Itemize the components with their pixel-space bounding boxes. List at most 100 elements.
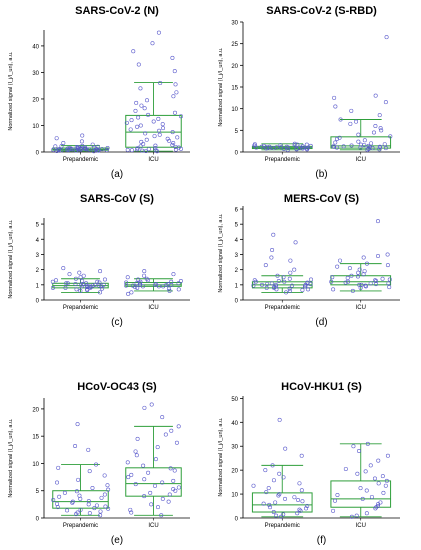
data-point (157, 128, 162, 133)
y-tick-label: 0 (235, 299, 239, 305)
data-point (151, 119, 156, 124)
data-point (383, 100, 388, 105)
data-point (130, 283, 135, 288)
data-point (138, 123, 143, 128)
data-point (277, 417, 282, 422)
data-point (297, 507, 302, 512)
data-point (153, 483, 158, 488)
data-point (357, 282, 362, 287)
data-point (56, 465, 61, 470)
data-point (306, 287, 311, 292)
data-point (160, 415, 165, 420)
data-point (374, 279, 379, 284)
data-point (300, 288, 305, 293)
data-point (178, 279, 183, 284)
data-point (164, 282, 169, 287)
data-point (146, 470, 151, 475)
data-point (155, 445, 160, 450)
data-point (349, 273, 354, 278)
data-point (75, 422, 80, 427)
data-point (53, 144, 58, 149)
data-point (124, 280, 129, 285)
data-point (57, 147, 62, 152)
data-point (366, 146, 371, 151)
y-tick-label: 0 (36, 517, 40, 523)
data-point (283, 496, 288, 501)
data-point (287, 286, 292, 291)
data-point (333, 498, 338, 503)
data-point (360, 496, 365, 501)
y-tick-label: 30 (32, 71, 39, 77)
chart-title: SARS-CoV (S) (80, 193, 154, 205)
chart-title: HCoV-HKU1 (S) (281, 381, 362, 393)
panel-b: SARS-CoV-2 (S-RBD) 0 5 10 15 20 25 30 Normalized… (218, 5, 400, 180)
data-point (133, 482, 138, 487)
data-point (63, 285, 68, 290)
data-point (368, 463, 373, 468)
panel-label: (a) (111, 169, 123, 180)
data-point (261, 501, 266, 506)
data-point (142, 494, 147, 499)
data-point (335, 493, 340, 498)
data-point (270, 463, 275, 468)
data-point (271, 146, 276, 151)
data-point (149, 502, 154, 507)
data-point (173, 147, 178, 152)
data-point (284, 290, 289, 295)
data-point (359, 282, 364, 287)
data-point (372, 476, 377, 481)
data-point (274, 284, 279, 289)
data-point (363, 469, 368, 474)
data-point (149, 402, 154, 407)
data-point (332, 95, 337, 100)
data-point (61, 140, 66, 145)
data-point (266, 486, 271, 491)
data-point (362, 138, 367, 143)
data-point (54, 136, 59, 141)
data-point (376, 254, 381, 259)
data-point (364, 261, 369, 266)
data-point (105, 146, 110, 151)
data-point (329, 279, 334, 284)
data-point (341, 144, 346, 149)
data-point (135, 436, 140, 441)
data-point (271, 478, 276, 483)
data-point (373, 124, 378, 129)
data-point (96, 148, 101, 153)
box (52, 490, 109, 509)
y-tick-label: 25 (231, 42, 238, 48)
data-point (153, 282, 158, 287)
y-axis-label: Normalized signal (I_j/I_un), a.u. (8, 418, 14, 498)
data-point (277, 492, 282, 497)
data-point (300, 499, 305, 504)
x-tick-label: ICU (356, 523, 366, 529)
data-point (277, 471, 282, 476)
data-point (125, 147, 130, 152)
data-point (57, 494, 62, 499)
data-point (172, 69, 177, 74)
data-point (275, 273, 280, 278)
data-point (125, 460, 130, 465)
data-point (331, 144, 336, 149)
data-point (373, 506, 378, 511)
y-tick-label: 1 (235, 283, 239, 289)
y-tick-label: 2 (235, 268, 239, 274)
data-point (93, 282, 98, 287)
data-point (165, 136, 170, 141)
data-point (386, 281, 391, 286)
data-point (142, 273, 147, 278)
data-point (383, 146, 388, 151)
data-point (333, 140, 338, 145)
data-point (129, 290, 134, 295)
data-point (176, 424, 181, 429)
data-point (343, 466, 348, 471)
y-tick-label: 0 (235, 151, 239, 157)
y-axis-label: Normalized signal (I_j/I_un), a.u. (218, 417, 224, 497)
chart-title: HCoV-OC43 (S) (77, 381, 157, 393)
data-point (126, 291, 131, 296)
data-point (299, 488, 304, 493)
data-point (377, 113, 382, 118)
data-point (81, 273, 86, 278)
y-axis-label: Normalized signal (I_j/I_un), a.u. (218, 47, 224, 127)
box (330, 136, 392, 149)
